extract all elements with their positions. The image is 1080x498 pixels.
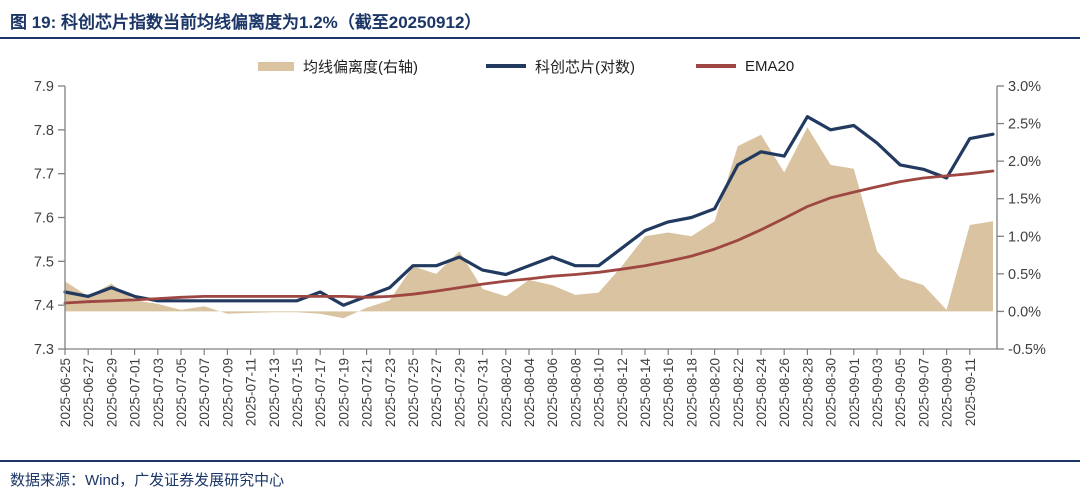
x-axis-tick-label: 2025-07-27 bbox=[429, 358, 444, 427]
index-line-swatch bbox=[486, 64, 526, 68]
x-axis-tick-label: 2025-08-16 bbox=[661, 358, 676, 427]
x-axis-tick-label: 2025-08-14 bbox=[638, 358, 653, 428]
left-axis-tick-label: 7.5 bbox=[34, 254, 54, 270]
right-axis-tick-label: 3.0% bbox=[1008, 79, 1041, 95]
x-axis-tick-label: 2025-07-03 bbox=[151, 358, 166, 427]
x-axis-tick-label: 2025-07-15 bbox=[290, 358, 305, 427]
x-axis-tick-label: 2025-07-19 bbox=[336, 358, 351, 427]
title-rule bbox=[0, 37, 1080, 39]
legend-label-deviation: 均线偏离度(右轴) bbox=[303, 58, 418, 76]
left-axis-tick-label: 7.7 bbox=[34, 167, 54, 183]
x-axis-tick-label: 2025-09-11 bbox=[963, 358, 978, 426]
legend-label-index: 科创芯片(对数) bbox=[535, 58, 635, 76]
x-axis-tick-label: 2025-07-11 bbox=[244, 358, 259, 426]
x-axis-tick-label: 2025-07-07 bbox=[197, 358, 212, 427]
x-axis-tick-label: 2025-06-27 bbox=[81, 358, 96, 427]
chart-title: 图 19: 科创芯片指数当前均线偏离度为1.2%（截至20250912） bbox=[10, 13, 482, 32]
source-note: 数据来源：Wind，广发证券发展研究中心 bbox=[10, 472, 285, 489]
x-axis-tick-label: 2025-08-26 bbox=[777, 358, 792, 427]
left-axis-tick-label: 7.6 bbox=[34, 211, 54, 227]
right-axis-tick-label: -0.5% bbox=[1008, 342, 1046, 358]
right-axis-tick-label: 1.5% bbox=[1008, 192, 1041, 208]
x-axis-tick-label: 2025-07-31 bbox=[476, 358, 491, 427]
legend-item-index: 科创芯片(对数) bbox=[486, 56, 635, 76]
x-axis-tick-label: 2025-08-12 bbox=[615, 358, 630, 427]
legend: 均线偏离度(右轴) 科创芯片(对数) EMA20 bbox=[0, 56, 1080, 76]
left-axis-tick-label: 7.8 bbox=[34, 123, 54, 139]
x-axis-tick-label: 2025-08-04 bbox=[522, 358, 537, 428]
x-axis-tick-label: 2025-08-30 bbox=[824, 358, 839, 427]
x-axis-tick-label: 2025-09-01 bbox=[847, 358, 862, 427]
x-axis-tick-label: 2025-07-13 bbox=[267, 358, 282, 427]
x-axis-tick-label: 2025-08-06 bbox=[545, 358, 560, 427]
x-axis-tick-label: 2025-08-22 bbox=[731, 358, 746, 427]
x-axis-tick-label: 2025-08-02 bbox=[499, 358, 514, 427]
deviation-area bbox=[65, 127, 993, 319]
x-axis-tick-label: 2025-09-03 bbox=[870, 358, 885, 427]
footer-rule bbox=[0, 460, 1080, 462]
x-axis-tick-label: 2025-07-09 bbox=[220, 358, 235, 427]
x-axis-tick-label: 2025-09-05 bbox=[893, 358, 908, 427]
right-axis-tick-label: 2.0% bbox=[1008, 154, 1041, 170]
legend-item-deviation: 均线偏离度(右轴) bbox=[258, 56, 418, 76]
left-axis-tick-label: 7.4 bbox=[34, 298, 54, 314]
x-axis-tick-label: 2025-09-07 bbox=[916, 358, 931, 427]
ema20-line bbox=[63, 169, 995, 305]
right-axis-tick-label: 0.5% bbox=[1008, 267, 1041, 283]
x-axis-tick-label: 2025-06-25 bbox=[58, 358, 73, 427]
chart-svg: 7.9 7.8 7.7 7.6 7.5 7.4 7.3 3.0% 2.5% 2.0% 1.5% 1.0… bbox=[34, 79, 1046, 428]
left-axis-tick-label: 7.3 bbox=[34, 342, 54, 358]
x-axis-tick-label: 2025-08-28 bbox=[800, 358, 815, 427]
right-axis-tick-label: 0.0% bbox=[1008, 304, 1041, 320]
legend-item-ema20: EMA20 bbox=[696, 56, 794, 76]
x-axis-tick-label: 2025-06-29 bbox=[104, 358, 119, 427]
x-axis-tick-label: 2025-08-08 bbox=[568, 358, 583, 427]
x-axis-tick-label: 2025-08-20 bbox=[708, 358, 723, 427]
plot-area: 7.9 7.8 7.7 7.6 7.5 7.4 7.3 3.0% 2.5% 2.0% 1.5% 1.0… bbox=[0, 42, 1080, 460]
index-line bbox=[63, 115, 995, 307]
x-axis-tick-label: 2025-07-25 bbox=[406, 358, 421, 427]
deviation-area-swatch bbox=[258, 61, 294, 71]
x-axis-tick-label: 2025-07-21 bbox=[360, 358, 375, 427]
left-axis-tick-label: 7.9 bbox=[34, 79, 54, 95]
x-axis-tick-label: 2025-07-29 bbox=[452, 358, 467, 427]
legend-label-ema20: EMA20 bbox=[745, 57, 795, 75]
x-axis-tick-label: 2025-08-24 bbox=[754, 358, 769, 428]
right-axis-tick-label: 2.5% bbox=[1008, 117, 1041, 133]
x-axis-tick-label: 2025-07-01 bbox=[128, 358, 143, 427]
ema20-line-swatch bbox=[696, 64, 736, 68]
x-axis-tick-label: 2025-07-17 bbox=[313, 358, 328, 427]
x-axis-tick-label: 2025-07-23 bbox=[383, 358, 398, 427]
x-axis-tick-label: 2025-07-05 bbox=[174, 358, 189, 427]
x-axis-tick-label: 2025-08-18 bbox=[684, 358, 699, 427]
right-axis-tick-label: 1.0% bbox=[1008, 229, 1041, 245]
x-axis-tick-label: 2025-08-10 bbox=[592, 358, 607, 427]
x-axis-tick-label: 2025-09-09 bbox=[940, 358, 955, 427]
